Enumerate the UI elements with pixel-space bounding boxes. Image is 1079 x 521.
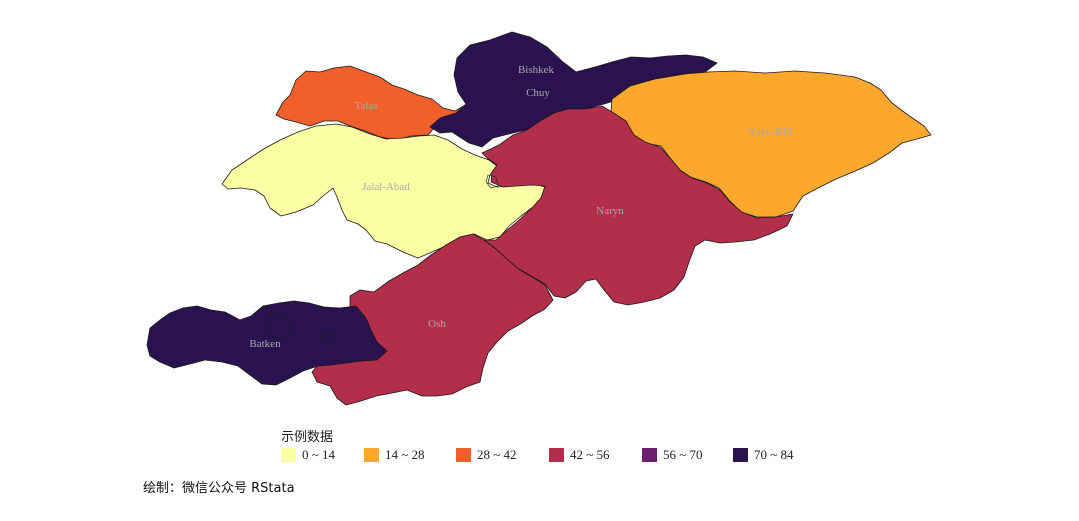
legend-swatch — [456, 448, 471, 462]
region-label-osh: Osh — [428, 318, 446, 330]
legend-label: 14 ~ 28 — [385, 447, 425, 462]
legend-swatch — [281, 448, 296, 462]
region-naryn — [481, 105, 794, 306]
legend-item: 56 ~ 70 — [642, 445, 703, 465]
caption: 绘制：微信公众号 RStata — [143, 481, 295, 496]
region-label-naryn: Naryn — [596, 205, 624, 217]
legend-label: 70 ~ 84 — [754, 447, 794, 462]
border-line — [319, 330, 337, 347]
region-label-batken: Batken — [249, 338, 281, 350]
legend-label: 28 ~ 42 — [477, 447, 517, 462]
legend-item: 14 ~ 28 — [364, 445, 425, 465]
border-line — [265, 312, 294, 341]
region-label-talas: Talas — [354, 100, 377, 112]
region-label-chuy: Chuy — [526, 87, 550, 99]
legend-swatch — [549, 448, 564, 462]
legend-item: 42 ~ 56 — [549, 445, 610, 465]
legend-title: 示例数据 — [281, 430, 334, 445]
legend: 0 ~ 14 14 ~ 28 28 ~ 42 42 ~ 56 56 ~ 70 7… — [281, 445, 841, 465]
legend-item: 70 ~ 84 — [733, 445, 794, 465]
legend-swatch — [733, 448, 748, 462]
region-label-ysyk-kol: Ysyk-Köl — [748, 126, 791, 138]
region-label-jalal-abad: Jalal-Abad — [362, 181, 410, 193]
legend-label: 56 ~ 70 — [663, 447, 703, 462]
legend-swatch — [642, 448, 657, 462]
legend-label: 42 ~ 56 — [570, 447, 610, 462]
city-label-bishkek: Bishkek — [518, 64, 555, 76]
region-jalal-abad — [221, 123, 546, 259]
legend-item: 28 ~ 42 — [456, 445, 517, 465]
border-line — [485, 174, 499, 189]
legend-label: 0 ~ 14 — [302, 447, 336, 462]
legend-swatch — [364, 448, 379, 462]
region-batken — [146, 300, 388, 386]
legend-item: 0 ~ 14 — [281, 445, 335, 465]
